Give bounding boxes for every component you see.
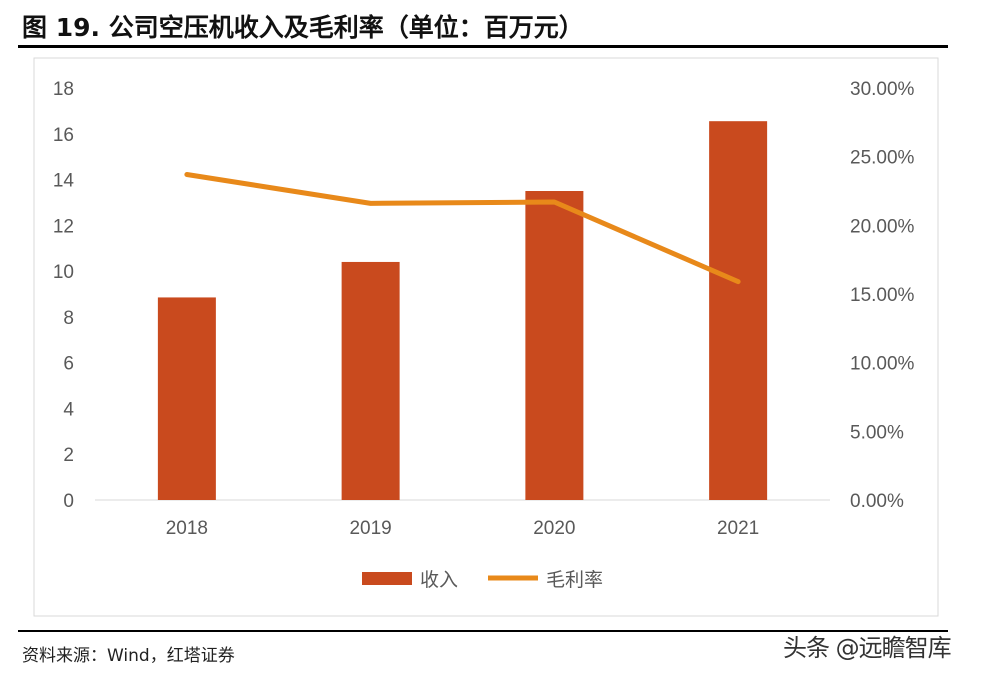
right-tick-label: 25.00%: [850, 148, 915, 169]
left-tick-label: 6: [63, 354, 74, 375]
left-tick-label: 8: [63, 308, 74, 329]
left-tick-label: 18: [53, 79, 74, 100]
legend-label-margin: 毛利率: [546, 569, 603, 591]
left-tick-label: 4: [63, 399, 74, 420]
bar-2021: [709, 121, 768, 500]
bar-2020: [525, 191, 584, 500]
legend-swatch-revenue: [362, 572, 412, 585]
watermark: 头条 @远瞻智库: [783, 634, 952, 662]
title-divider: [18, 45, 948, 48]
right-tick-label: 10.00%: [850, 354, 915, 375]
left-tick-label: 14: [53, 171, 75, 192]
left-tick-label: 16: [53, 125, 74, 146]
legend-label-revenue: 收入: [420, 569, 458, 591]
source-note: 资料来源：Wind，红塔证券: [22, 646, 235, 666]
right-tick-label: 0.00%: [850, 491, 904, 512]
left-tick-label: 10: [53, 262, 74, 283]
bar-2019: [341, 261, 400, 500]
bar-2018: [157, 297, 216, 500]
footer-divider: [18, 630, 948, 632]
right-tick-label: 5.00%: [850, 422, 904, 443]
left-tick-label: 12: [53, 216, 74, 237]
right-tick-label: 15.00%: [850, 285, 915, 306]
x-tick-label: 2018: [166, 518, 208, 539]
right-tick-label: 30.00%: [850, 79, 915, 100]
x-tick-label: 2021: [717, 518, 759, 539]
figure-title: 图 19. 公司空压机收入及毛利率（单位：百万元）: [22, 13, 584, 42]
x-tick-label: 2020: [533, 518, 575, 539]
right-tick-label: 20.00%: [850, 216, 915, 237]
left-tick-label: 0: [63, 491, 74, 512]
x-tick-label: 2019: [349, 518, 391, 539]
left-tick-label: 2: [63, 445, 74, 466]
margin-line: [184, 172, 741, 285]
chart-frame: [33, 57, 939, 617]
